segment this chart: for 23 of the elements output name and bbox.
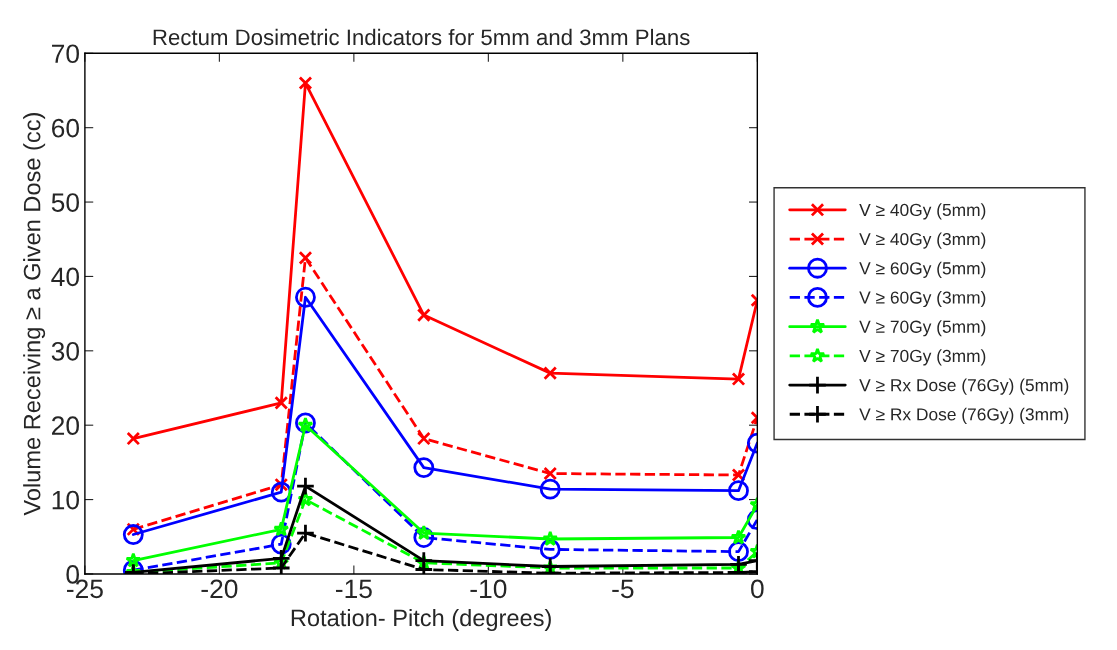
legend-label: V ≥ 70Gy (3mm)	[859, 349, 986, 366]
x-tick-label: -20	[201, 579, 238, 599]
legend-label: V ≥ 70Gy (5mm)	[859, 320, 986, 337]
y-tick-label: 60	[52, 118, 79, 138]
y-tick-label: 30	[51, 341, 79, 361]
y-tick-label: 20	[52, 416, 79, 436]
chart-title: Rectum Dosimetric Indicators for 5mm and 3mm Plans	[153, 28, 690, 46]
legend-label: V ≥ 40Gy (5mm)	[859, 203, 986, 220]
x-axis-title: Rotation- Pitch (degrees)	[291, 608, 551, 631]
legend-label: V ≥ 40Gy (3mm)	[859, 232, 986, 249]
x-tick-label: 0	[751, 579, 764, 599]
legend-label: V ≥ 60Gy (5mm)	[859, 261, 986, 278]
x-tick-label: -15	[335, 579, 372, 599]
y-tick-label: 70	[52, 44, 79, 64]
y-tick-label: 40	[51, 267, 79, 287]
legend-label: V ≥ Rx Dose (76Gy) (5mm)	[859, 378, 1069, 395]
legend-label: V ≥ 60Gy (3mm)	[859, 290, 986, 308]
x-tick-label: -10	[470, 579, 507, 599]
x-tick-label: -5	[612, 579, 634, 599]
y-axis-title: Volume Receiving ≥ a Given Dose (cc)	[23, 113, 46, 516]
y-tick-label: 10	[52, 490, 79, 510]
legend-label: V ≥ Rx Dose (76Gy) (3mm)	[859, 407, 1069, 424]
y-tick-label: 50	[51, 193, 79, 212]
